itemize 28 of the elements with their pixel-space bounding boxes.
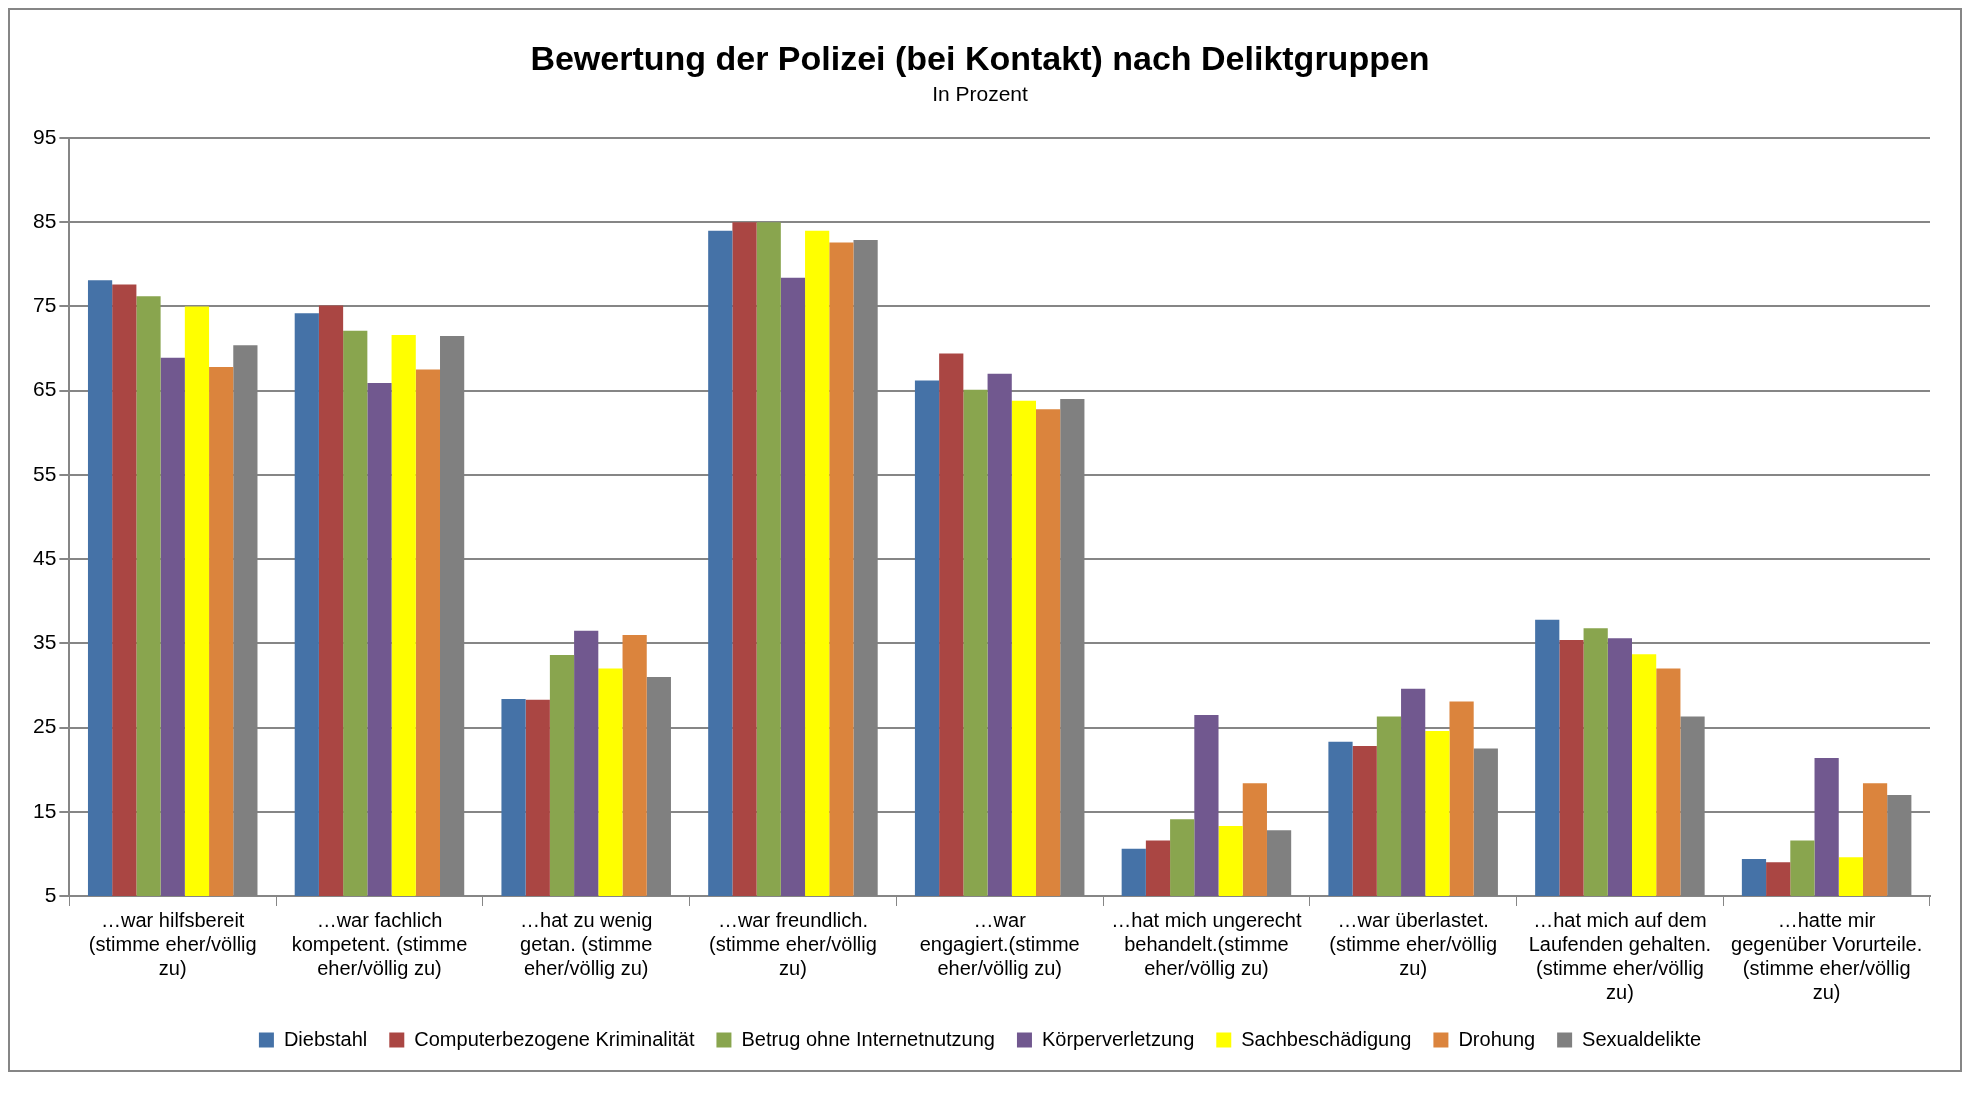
- y-tick-label: 35: [33, 630, 57, 654]
- x-tick-label: …war überlastet. (stimme eher/völlig zu): [1329, 908, 1498, 979]
- legend-label: Sexualdelikte: [1582, 1027, 1702, 1050]
- x-tick-label: …hat zu wenig getan. (stimme eher/völlig zu): [520, 908, 653, 979]
- y-tick-label: 55: [33, 461, 57, 485]
- y-tick-label: 95: [33, 124, 57, 148]
- x-tick-label: …war freundlich. (stimme eher/völlig zu): [709, 908, 877, 979]
- x-tick-label: …hat mich auf dem Laufenden gehalten. (stimme eher/völlig zu): [1528, 908, 1712, 1003]
- y-tick-label: 75: [33, 293, 57, 317]
- y-tick-label: 25: [33, 714, 57, 738]
- y-tick-label: 85: [33, 209, 57, 233]
- legend-label: Sachbeschädigung: [1241, 1027, 1412, 1050]
- legend-label: Körperverletzung: [1041, 1027, 1195, 1050]
- x-tick-label: …war fachlich kompetent. (stimme eher/völlig zu): [291, 908, 468, 979]
- chart-title: Bewertung der Polizei (bei Kontakt) nach Deliktgruppen: [530, 38, 1430, 77]
- y-tick-label: 45: [33, 545, 57, 569]
- chart-subtitle: In Prozent: [932, 82, 1029, 106]
- legend-label: Computerbezogene Kriminalität: [414, 1027, 695, 1050]
- legend-label: Diebstahl: [283, 1027, 368, 1050]
- y-tick-label: 5: [44, 882, 57, 906]
- x-tick-label: …war engagiert.(stimme eher/völlig zu): [919, 908, 1080, 979]
- x-tick-label: …war hilfsbereit (stimme eher/völlig zu): [88, 908, 257, 979]
- y-tick-label: 65: [33, 377, 57, 401]
- legend-label: Drohung: [1458, 1027, 1536, 1050]
- x-tick-label: …hatte mir gegenüber Vorurteile. (stimme eher/völlig zu): [1731, 908, 1923, 1003]
- legend-label: Betrug ohne Internetnutzung: [741, 1027, 995, 1050]
- y-tick-label: 15: [33, 798, 57, 822]
- x-tick-label: …hat mich ungerecht behandelt.(stimme eher/völlig zu): [1111, 908, 1302, 979]
